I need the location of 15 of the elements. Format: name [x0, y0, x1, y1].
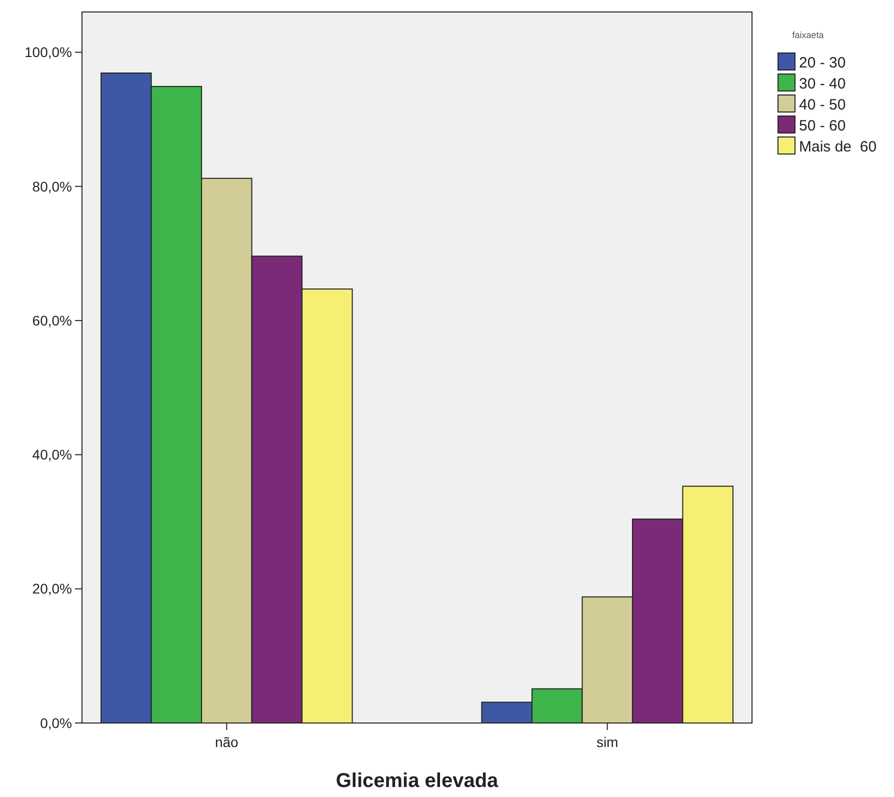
x-axis-title: Glicemia elevada [336, 770, 500, 792]
y-tick-label: 80,0% [32, 178, 72, 194]
legend-label: 40 - 50 [799, 96, 846, 114]
y-tick-label: 0,0% [40, 714, 72, 731]
x-tick-label: sim [596, 734, 618, 750]
x-tick-label: não [214, 734, 239, 750]
y-tick-label: 20,0% [32, 580, 72, 597]
y-tick-label: 40,0% [32, 446, 72, 463]
legend-label: 30 - 40 [799, 75, 846, 92]
legend-label: Mais de 60 [799, 138, 877, 156]
legend-title: faixaeta [792, 30, 824, 40]
y-tick-label: 60,0% [32, 312, 72, 328]
y-tick-label: 100,0% [24, 44, 72, 60]
legend-label: 20 - 30 [799, 54, 846, 72]
legend-label: 50 - 60 [799, 117, 846, 134]
